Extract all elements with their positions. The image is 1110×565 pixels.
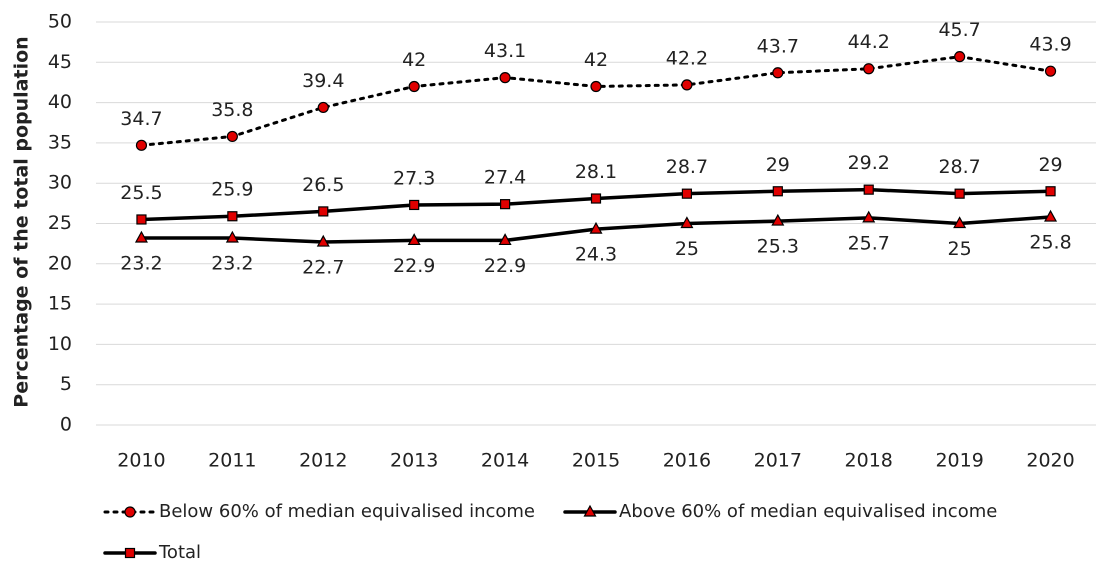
- data-label: 39.4: [302, 70, 344, 92]
- data-label: 28.7: [666, 156, 708, 178]
- data-label: 27.4: [484, 167, 526, 189]
- data-point: [772, 186, 783, 197]
- data-label: 42: [402, 49, 426, 71]
- x-tick-label: 2010: [117, 450, 165, 472]
- data-label: 29: [766, 154, 790, 176]
- data-label: 22.9: [393, 255, 435, 277]
- data-label: 27.3: [393, 167, 435, 189]
- legend-label: Total: [158, 542, 201, 563]
- data-label: 25.7: [848, 232, 890, 254]
- y-axis-label: Percentage of the total population: [11, 36, 33, 407]
- data-point: [499, 199, 511, 210]
- data-point: [135, 139, 148, 151]
- data-point: [318, 206, 329, 217]
- data-point: [954, 188, 965, 199]
- data-point: [225, 230, 239, 243]
- data-point: [771, 213, 785, 226]
- x-tick-label: 2020: [1026, 450, 1074, 472]
- data-label: 22.7: [302, 257, 344, 279]
- data-point: [862, 210, 876, 223]
- data-point: [589, 221, 603, 234]
- y-tick-label: 10: [48, 333, 72, 355]
- x-tick-label: 2011: [208, 450, 256, 472]
- y-tick-label: 25: [48, 212, 72, 234]
- data-point: [1044, 65, 1057, 77]
- data-label: 34.7: [120, 108, 162, 130]
- data-label: 42: [584, 49, 608, 71]
- data-point: [316, 234, 330, 247]
- data-point: [499, 72, 511, 84]
- data-label: 25: [675, 238, 699, 260]
- data-point: [954, 51, 966, 63]
- data-label: 23.2: [211, 253, 253, 275]
- data-point: [590, 193, 602, 204]
- data-point: [772, 67, 784, 79]
- data-label: 24.3: [575, 244, 617, 266]
- y-tick-label: 5: [60, 373, 72, 395]
- data-label: 25.8: [1029, 232, 1071, 254]
- data-point: [408, 80, 420, 93]
- data-point: [590, 80, 602, 93]
- data-label: 26.5: [302, 174, 344, 196]
- x-tick-label: 2014: [481, 450, 529, 472]
- y-tick-label: 15: [48, 293, 72, 315]
- y-tick-label: 0: [60, 414, 72, 436]
- data-point: [1045, 186, 1056, 197]
- data-label: 25.5: [120, 182, 162, 204]
- x-tick-label: 2015: [572, 450, 620, 472]
- x-tick-label: 2019: [935, 450, 983, 472]
- data-point: [226, 130, 238, 143]
- data-point: [863, 184, 874, 195]
- data-point: [227, 211, 238, 222]
- data-point: [134, 230, 148, 243]
- data-label: 25.9: [211, 179, 253, 201]
- x-tick-label: 2012: [299, 450, 347, 472]
- data-label: 28.1: [575, 161, 617, 183]
- data-label: 28.7: [938, 156, 980, 178]
- x-tick-label: 2016: [663, 450, 711, 472]
- x-tick-label: 2017: [754, 450, 802, 472]
- y-tick-label: 20: [48, 252, 72, 274]
- data-point: [681, 188, 693, 199]
- data-label: 22.9: [484, 255, 526, 277]
- data-point: [498, 233, 512, 246]
- data-label: 35.8: [211, 99, 253, 121]
- x-tick-label: 2013: [390, 450, 438, 472]
- data-point: [863, 63, 875, 75]
- data-point: [680, 216, 694, 229]
- data-point: [953, 216, 967, 229]
- data-point: [317, 101, 329, 114]
- data-label: 44.2: [848, 31, 890, 53]
- data-point: [407, 233, 421, 246]
- data-point: [136, 214, 147, 225]
- y-tick-label: 40: [48, 91, 72, 113]
- data-point: [409, 199, 420, 211]
- data-label: 43.7: [757, 35, 799, 57]
- legend-marker: [124, 547, 136, 559]
- y-tick-label: 50: [48, 11, 72, 33]
- data-label: 25.3: [757, 236, 799, 258]
- legend-marker: [583, 504, 597, 517]
- legend-label: Below 60% of median equivalised income: [159, 501, 535, 522]
- legend-marker: [124, 506, 136, 518]
- data-label: 43.9: [1029, 34, 1071, 56]
- data-label: 45.7: [938, 19, 980, 41]
- legend-label: Above 60% of median equivalised income: [619, 501, 997, 522]
- y-tick-label: 35: [48, 131, 72, 153]
- data-point: [1044, 209, 1058, 222]
- x-tick-label: 2018: [845, 450, 893, 472]
- data-point: [681, 79, 693, 91]
- y-tick-label: 30: [48, 172, 72, 194]
- y-tick-label: 45: [48, 51, 72, 73]
- data-label: 29: [1038, 154, 1062, 176]
- data-label: 29.2: [848, 152, 890, 174]
- data-label: 25: [948, 238, 972, 260]
- data-label: 42.2: [666, 47, 708, 69]
- data-label: 23.2: [120, 253, 162, 275]
- data-label: 43.1: [484, 40, 526, 62]
